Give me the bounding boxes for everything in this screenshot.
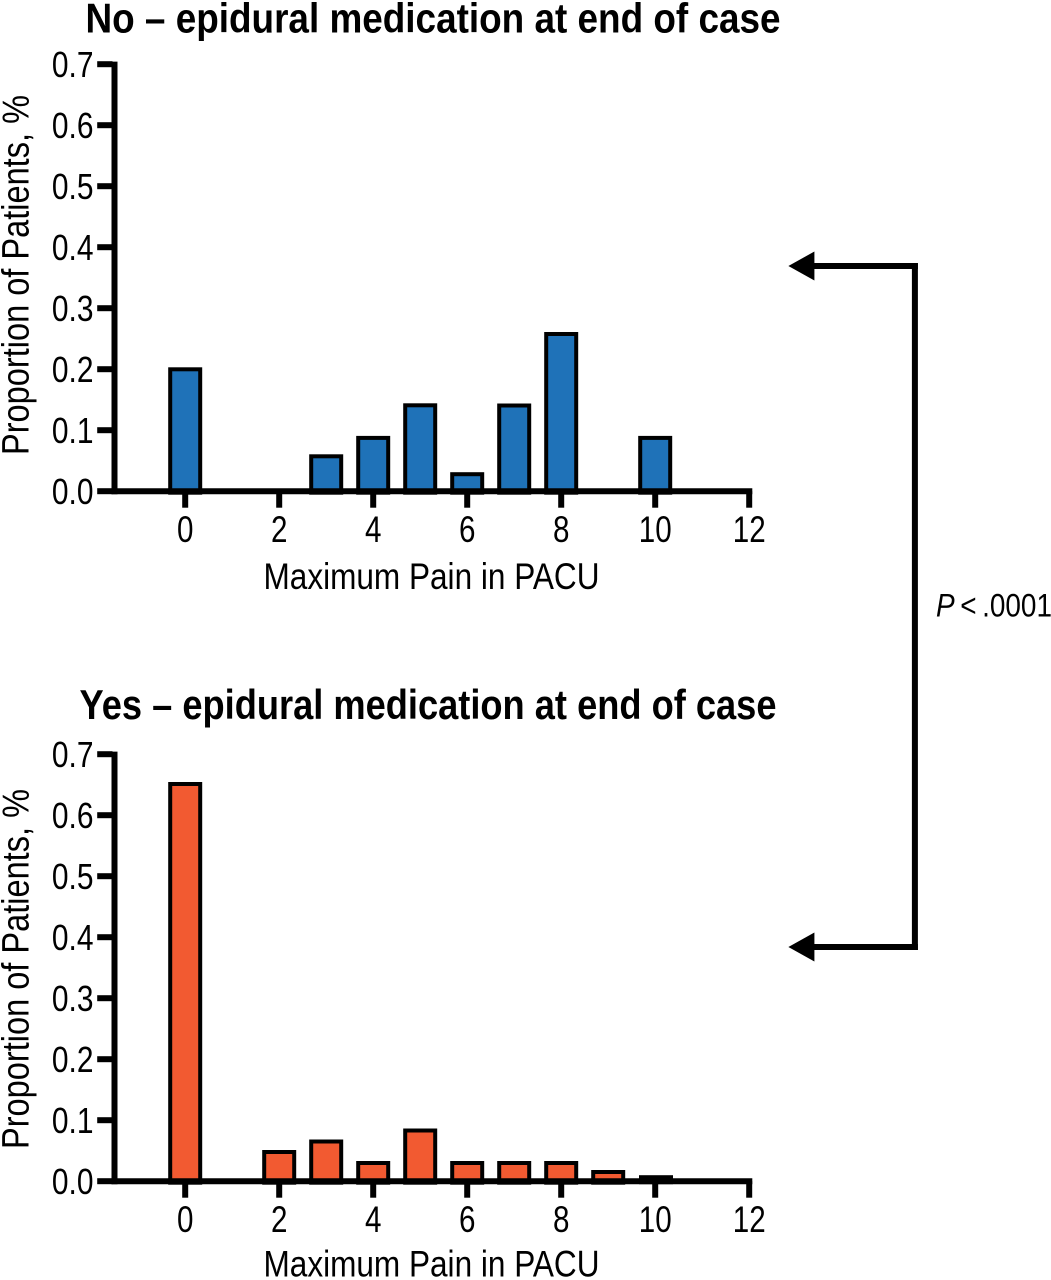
svg-text:8: 8 xyxy=(553,510,569,551)
svg-text:4: 4 xyxy=(365,1200,381,1241)
svg-text:Proportion of Patients, %: Proportion of Patients, % xyxy=(0,95,37,455)
svg-text:8: 8 xyxy=(553,1200,569,1241)
svg-text:0.5: 0.5 xyxy=(52,857,94,898)
svg-text:12: 12 xyxy=(733,510,766,551)
svg-text:2: 2 xyxy=(271,1200,287,1241)
svg-text:Yes – epidural medication at e: Yes – epidural medication at end of case xyxy=(80,681,777,727)
svg-text:0.7: 0.7 xyxy=(52,735,94,776)
svg-text:10: 10 xyxy=(639,1200,672,1241)
svg-text:0: 0 xyxy=(177,510,193,551)
svg-text:0: 0 xyxy=(177,1200,193,1241)
svg-text:0.4: 0.4 xyxy=(52,918,94,959)
svg-text:P < .0001: P < .0001 xyxy=(936,588,1051,624)
svg-text:0.7: 0.7 xyxy=(52,45,94,86)
svg-text:0.3: 0.3 xyxy=(52,979,94,1020)
svg-text:0.0: 0.0 xyxy=(52,472,94,513)
svg-text:12: 12 xyxy=(733,1200,766,1241)
svg-text:0.1: 0.1 xyxy=(52,411,94,452)
svg-text:4: 4 xyxy=(365,510,381,551)
svg-text:0.5: 0.5 xyxy=(52,167,94,208)
svg-text:0.2: 0.2 xyxy=(52,350,94,391)
svg-text:2: 2 xyxy=(271,510,287,551)
svg-text:0.1: 0.1 xyxy=(52,1101,94,1142)
svg-text:Maximum Pain in PACU: Maximum Pain in PACU xyxy=(264,1244,600,1280)
svg-text:0.4: 0.4 xyxy=(52,228,94,269)
svg-text:0.6: 0.6 xyxy=(52,796,94,837)
svg-text:Maximum Pain in PACU: Maximum Pain in PACU xyxy=(264,557,600,598)
svg-text:6: 6 xyxy=(459,1200,475,1241)
svg-text:0.3: 0.3 xyxy=(52,289,94,330)
svg-text:0.0: 0.0 xyxy=(52,1162,94,1203)
svg-text:10: 10 xyxy=(639,510,672,551)
svg-text:6: 6 xyxy=(459,510,475,551)
svg-text:0.6: 0.6 xyxy=(52,106,94,147)
svg-text:0.2: 0.2 xyxy=(52,1040,94,1081)
svg-text:Proportion of Patients, %: Proportion of Patients, % xyxy=(0,789,37,1149)
svg-text:No – epidural medication at en: No – epidural medication at end of case xyxy=(85,0,780,41)
